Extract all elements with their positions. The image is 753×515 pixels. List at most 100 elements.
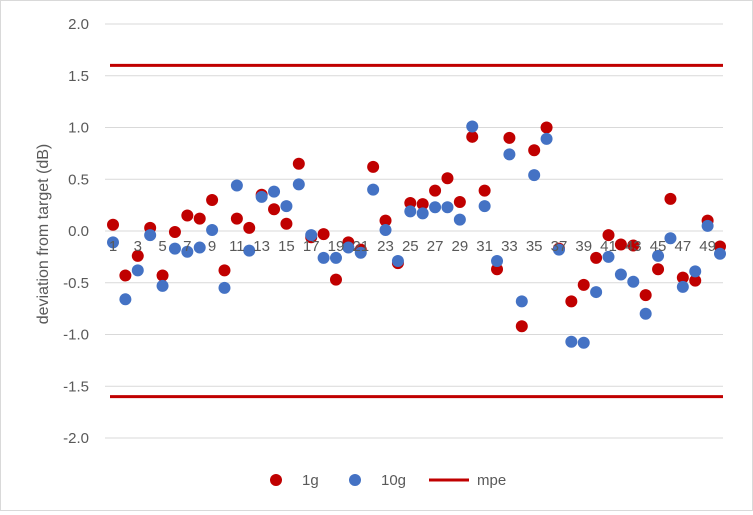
point-10g [342,241,355,254]
point-1g [280,217,293,230]
x-tick-label: 15 [278,238,295,255]
point-10g [367,183,380,196]
x-tick-label: 35 [526,238,543,255]
point-10g [540,132,553,145]
point-10g [119,293,132,306]
point-1g [329,273,342,286]
x-tick-label: 7 [183,238,191,255]
point-10g [565,335,578,348]
point-1g [168,226,181,239]
point-1g [565,295,578,308]
point-1g [107,218,119,231]
point-10g [193,241,206,254]
point-10g [230,179,243,192]
x-tick-label: 29 [452,238,469,255]
point-1g [453,196,466,209]
legend-marker-1g [270,474,282,486]
point-10g [552,243,565,256]
point-10g [491,255,504,268]
point-1g [676,271,689,284]
point-1g [317,228,330,241]
point-1g [602,229,615,242]
x-tick-label: 9 [208,238,216,255]
x-tick-label: 1 [109,238,117,255]
y-tick-label: -2.0 [63,430,89,447]
point-10g [404,205,417,218]
point-10g [379,223,392,236]
point-10g [144,229,157,242]
point-1g [404,197,417,210]
x-tick-label: 13 [253,238,270,255]
series-1g [107,121,726,333]
point-1g [540,121,553,134]
point-1g [243,221,256,234]
x-tick-label: 43 [625,238,642,255]
point-1g [268,203,281,216]
legend-label-1g: 1g [302,472,319,489]
point-1g [515,320,528,333]
point-10g [441,201,454,214]
point-1g [491,263,504,276]
point-10g [206,223,219,236]
point-10g [614,268,627,281]
x-tick-label: 49 [699,238,716,255]
point-1g [416,198,429,211]
y-axis-label: deviation from target (dB) [35,144,52,325]
y-axis-ticks: 2.0 1.5 1.0 0.5 0.0 -0.5 -1.0 -1.5 -2.0 [63,16,89,447]
x-tick-label: 3 [134,238,142,255]
point-1g [206,193,219,206]
point-10g [218,281,231,294]
legend: 1g 10g mpe [270,472,506,489]
x-tick-label: 19 [328,238,345,255]
point-10g [131,264,144,277]
y-tick-label: 0.0 [68,223,89,240]
x-tick-label: 21 [352,238,369,255]
point-10g [515,295,528,308]
point-10g [528,169,541,182]
point-1g [367,160,380,173]
point-10g [602,250,615,263]
point-1g [627,239,640,252]
series-10g [107,120,726,349]
point-10g [652,249,665,262]
gridlines [105,23,723,439]
x-tick-label: 27 [427,238,444,255]
legend-label-mpe: mpe [477,472,506,489]
point-1g [441,172,454,185]
x-tick-label: 47 [674,238,691,255]
y-tick-label: 2.0 [68,16,89,33]
point-1g [218,264,231,277]
point-1g [528,144,541,157]
point-1g [614,238,627,251]
point-1g [379,214,392,227]
y-tick-label: 1.5 [68,68,89,85]
x-tick-label: 17 [303,238,320,255]
point-10g [168,242,181,255]
point-10g [701,219,714,232]
point-1g [181,209,194,222]
x-tick-label: 39 [575,238,592,255]
point-10g [577,336,590,349]
x-tick-label: 45 [650,238,667,255]
point-10g [292,178,305,191]
point-1g [590,251,603,264]
point-10g [627,275,640,288]
x-tick-label: 25 [402,238,419,255]
point-10g [280,200,293,213]
point-1g [193,212,206,225]
point-1g [230,212,243,225]
point-10g [478,200,491,213]
point-10g [714,247,726,260]
point-10g [453,213,466,226]
legend-label-10g: 10g [381,472,406,489]
legend-marker-10g [349,474,361,486]
point-10g [639,307,652,320]
point-1g [577,278,590,291]
x-tick-label: 31 [476,238,493,255]
point-1g [292,157,305,170]
point-1g [131,249,144,262]
y-tick-label: 0.5 [68,171,89,188]
point-10g [416,207,429,220]
y-tick-label: -1.5 [63,378,89,395]
